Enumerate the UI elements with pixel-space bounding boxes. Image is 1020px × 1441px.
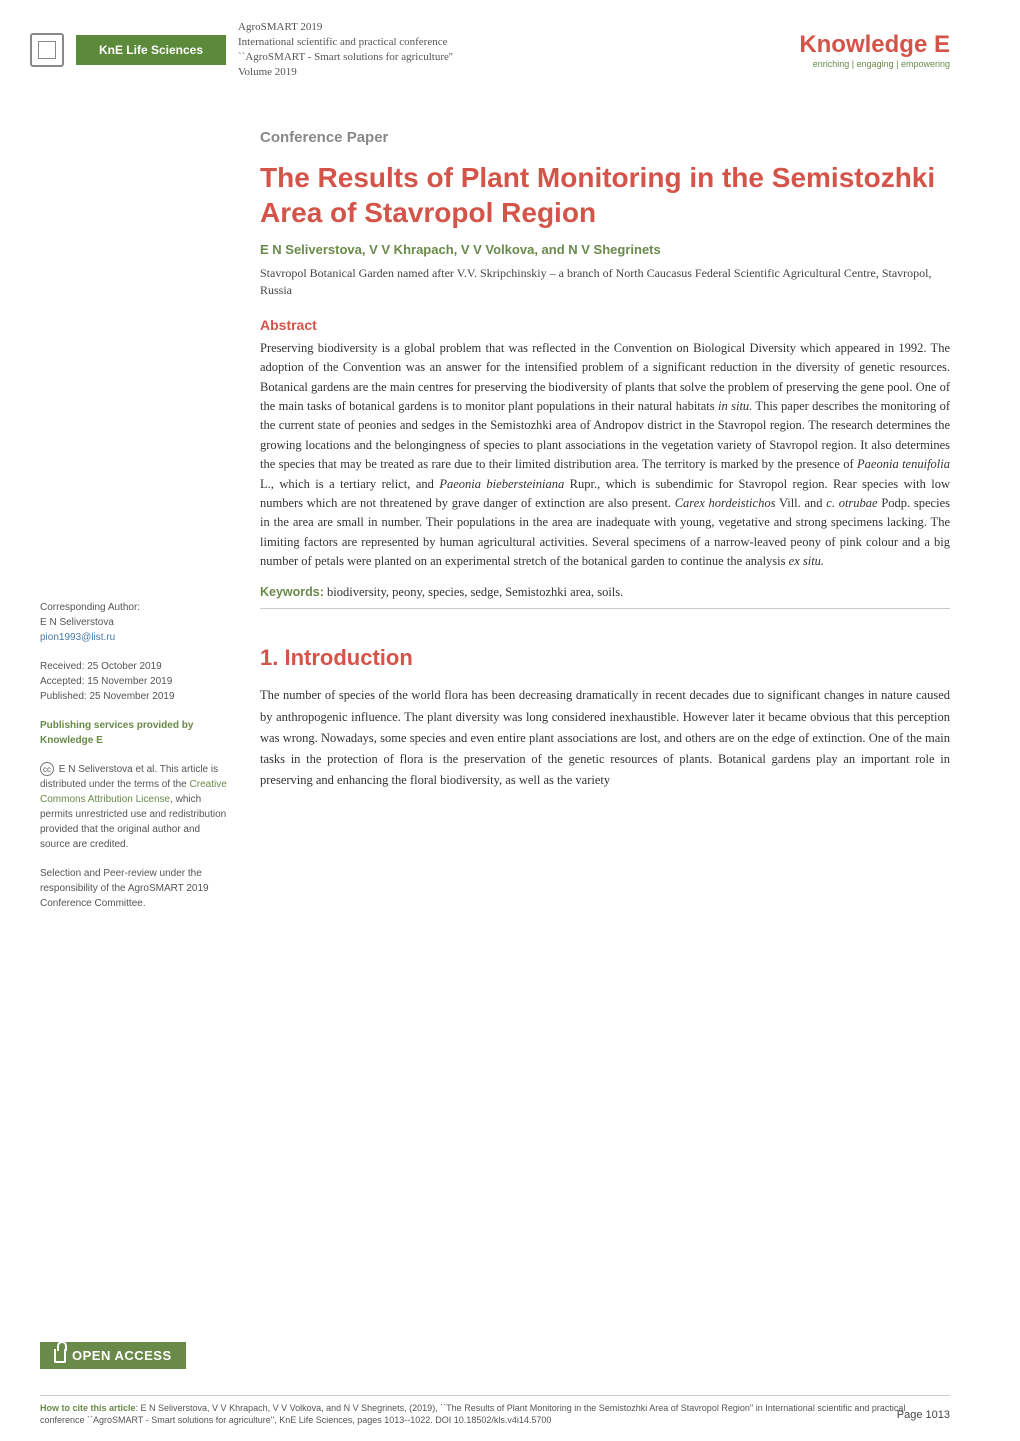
affiliation: Stavropol Botanical Garden named after V… (260, 265, 950, 299)
conf-line-3: ``AgroSMART - Smart solutions for agricu… (238, 50, 787, 65)
conf-line-1: AgroSMART 2019 (238, 20, 787, 35)
abstract-text: Preserving biodiversity is a global prob… (260, 339, 950, 572)
author-list: E N Seliverstova, V V Khrapach, V V Volk… (260, 242, 950, 257)
proceedings-icon (30, 33, 64, 67)
open-lock-icon (54, 1349, 66, 1363)
cc-icon: cc (40, 762, 54, 776)
corresponding-name: E N Seliverstova (40, 615, 230, 630)
keywords-rule (260, 608, 950, 609)
conference-info: AgroSMART 2019 International scientific … (238, 20, 787, 79)
corresponding-author-block: Corresponding Author: E N Seliverstova p… (40, 600, 230, 645)
page-number: Page 1013 (897, 1408, 950, 1423)
conf-line-4: Volume 2019 (238, 65, 787, 80)
keywords-text: biodiversity, peony, species, sedge, Sem… (324, 585, 623, 599)
cite-text: : E N Seliverstova, V V Khrapach, V V Vo… (40, 1403, 905, 1426)
publishing-services-block: Publishing services provided by Knowledg… (40, 718, 230, 748)
kne-logo: KnE Life Sciences (76, 35, 226, 65)
license-block: cc E N Seliverstova et al. This article … (40, 762, 230, 852)
keywords-label: Keywords: (260, 585, 324, 599)
knowledgee-tagline: enriching | engaging | empowering (799, 59, 950, 69)
published-date: Published: 25 November 2019 (40, 689, 230, 704)
knowledgee-brand: Knowledge E (799, 31, 950, 59)
main-column: Conference Paper The Results of Plant Mo… (260, 99, 950, 791)
intro-paragraph: The number of species of the world flora… (260, 685, 950, 791)
page-header: KnE Life Sciences AgroSMART 2019 Interna… (0, 0, 1020, 99)
sidebar: Corresponding Author: E N Seliverstova p… (40, 600, 230, 925)
paper-type-label: Conference Paper (260, 129, 950, 146)
corresponding-label: Corresponding Author: (40, 600, 230, 615)
corresponding-email-link[interactable]: pion1993@list.ru (40, 632, 115, 643)
intro-heading: 1. Introduction (260, 645, 950, 671)
received-date: Received: 25 October 2019 (40, 659, 230, 674)
knowledgee-logo: Knowledge E enriching | engaging | empow… (799, 31, 950, 69)
paper-title: The Results of Plant Monitoring in the S… (260, 160, 950, 230)
selection-block: Selection and Peer-review under the resp… (40, 866, 230, 911)
keywords-line: Keywords: biodiversity, peony, species, … (260, 585, 950, 600)
open-access-label: OPEN ACCESS (72, 1348, 172, 1363)
open-access-badge: OPEN ACCESS (40, 1342, 186, 1369)
cite-label: How to cite this article (40, 1403, 136, 1413)
dates-block: Received: 25 October 2019 Accepted: 15 N… (40, 659, 230, 704)
footer-citation: How to cite this article: E N Seliversto… (40, 1395, 950, 1427)
publishing-services-2: Knowledge E (40, 733, 230, 748)
accepted-date: Accepted: 15 November 2019 (40, 674, 230, 689)
conf-line-2: International scientific and practical c… (238, 35, 787, 50)
publishing-services-1: Publishing services provided by (40, 718, 230, 733)
abstract-heading: Abstract (260, 317, 950, 333)
